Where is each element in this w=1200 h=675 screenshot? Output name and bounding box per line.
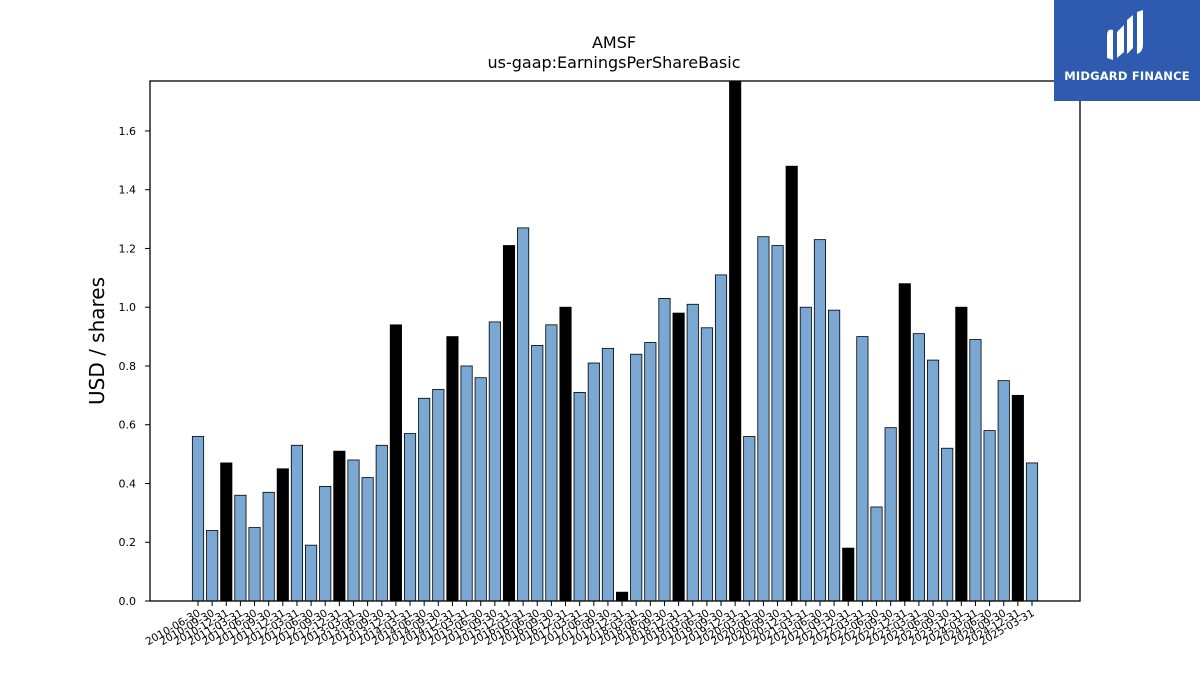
bar-2022-03-31 xyxy=(856,336,869,602)
bar-2013-12-31 xyxy=(389,324,402,602)
y-axis-label: USD / shares xyxy=(85,277,109,405)
bar-2024-06-30 xyxy=(983,430,996,602)
bar-2014-09-30 xyxy=(432,389,445,602)
bar-2019-06-30 xyxy=(700,327,713,602)
y-tick-label: 0.4 xyxy=(119,477,137,490)
bar-2016-03-31 xyxy=(517,227,530,602)
bar-2014-06-30 xyxy=(418,397,431,602)
bar-2023-03-31 xyxy=(912,333,925,602)
bar-2017-09-30 xyxy=(601,347,614,602)
bar-2015-12-31 xyxy=(502,245,516,602)
y-tick-label: 1.4 xyxy=(119,184,137,197)
bars-group xyxy=(191,80,1039,602)
bar-2013-06-30 xyxy=(361,477,374,602)
bar-2016-09-30 xyxy=(545,324,558,602)
bar-2011-09-30 xyxy=(262,491,275,602)
bar-2018-03-31 xyxy=(630,353,643,602)
midgard-finance-logo: MIDGARD FINANCE xyxy=(1054,0,1200,101)
bar-2024-03-31 xyxy=(969,339,982,602)
bar-2020-03-31 xyxy=(743,436,756,602)
bar-2011-12-31 xyxy=(276,468,289,602)
bar-2024-09-30 xyxy=(997,380,1010,602)
bar-2018-06-30 xyxy=(644,342,657,602)
bar-2023-12-31 xyxy=(955,306,968,602)
y-tick-label: 0.0 xyxy=(119,595,137,608)
chart-subtitle: us-gaap:EarningsPerShareBasic xyxy=(487,53,740,72)
bar-2022-12-31 xyxy=(898,283,911,602)
bar-2020-12-31 xyxy=(785,165,798,602)
bar-2023-06-30 xyxy=(927,359,940,602)
bar-2013-09-30 xyxy=(375,444,388,602)
bar-2019-03-31 xyxy=(686,303,699,602)
bar-2022-06-30 xyxy=(870,506,883,602)
bar-2015-03-31 xyxy=(460,365,473,602)
bar-2019-12-31 xyxy=(729,80,742,602)
bar-2021-03-31 xyxy=(799,306,812,602)
bar-2024-12-31 xyxy=(1011,394,1024,602)
y-tick-label: 0.2 xyxy=(119,536,137,549)
logo-mark-icon xyxy=(1107,10,1143,60)
logo-text: MIDGARD FINANCE xyxy=(1064,69,1190,83)
bar-2015-06-30 xyxy=(474,377,487,602)
bar-2014-12-31 xyxy=(446,336,459,602)
y-ticks-group: 0.0 0.2 0.4 0.6 0.8 1.0 1.2 1.4 1.6 xyxy=(119,125,150,608)
bar-2010-12-31 xyxy=(220,462,233,602)
y-tick-label: 1.6 xyxy=(119,125,137,138)
bar-2016-06-30 xyxy=(531,345,544,602)
y-tick-label: 0.8 xyxy=(119,360,137,373)
bar-2021-09-30 xyxy=(828,309,841,602)
bar-2012-12-31 xyxy=(333,450,346,602)
bar-2016-12-31 xyxy=(559,306,572,602)
bar-2013-03-31 xyxy=(347,459,360,602)
bar-2018-09-30 xyxy=(658,297,671,602)
bar-2011-06-30 xyxy=(248,527,261,602)
y-tick-label: 0.6 xyxy=(119,419,137,432)
bar-2023-09-30 xyxy=(941,447,954,602)
plot-frame xyxy=(149,80,1081,602)
bar-2025-03-31 xyxy=(1025,462,1039,602)
bar-2017-06-30 xyxy=(587,362,600,602)
bar-2018-12-31 xyxy=(672,312,685,602)
bar-2020-09-30 xyxy=(771,245,784,602)
y-tick-label: 1.2 xyxy=(119,242,137,255)
bar-2010-09-30 xyxy=(206,530,219,602)
bar-2012-09-30 xyxy=(319,486,332,602)
bar-2017-03-31 xyxy=(573,392,586,602)
bar-2017-12-31 xyxy=(616,591,629,602)
bar-2010-06-30 xyxy=(191,436,205,602)
bar-2015-09-30 xyxy=(488,321,501,602)
bar-2011-03-31 xyxy=(234,494,247,602)
bar-2014-03-31 xyxy=(403,433,417,602)
bar-2021-12-31 xyxy=(842,547,855,602)
bar-2012-03-31 xyxy=(290,444,304,602)
bar-2019-09-30 xyxy=(714,274,728,602)
y-tick-label: 1.0 xyxy=(119,301,137,314)
bar-2020-06-30 xyxy=(757,236,770,602)
bar-2021-06-30 xyxy=(813,239,827,602)
bar-2012-06-30 xyxy=(305,544,318,602)
chart-title: AMSF xyxy=(592,33,636,52)
x-ticks-group: 2010-06-302010-09-302010-12-312011-03-31… xyxy=(144,601,1037,648)
bar-2022-09-30 xyxy=(884,427,897,602)
